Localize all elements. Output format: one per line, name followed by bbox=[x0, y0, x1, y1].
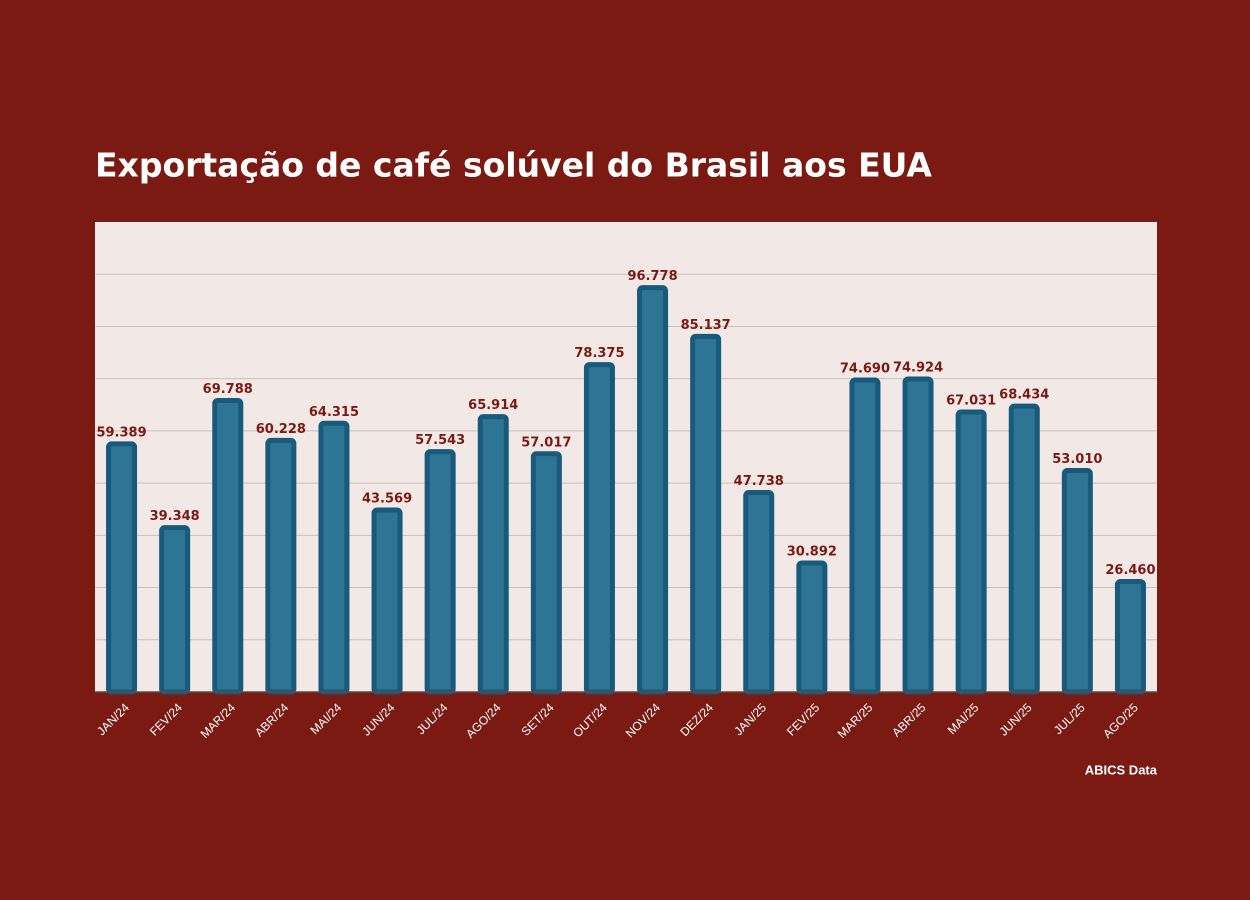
bar bbox=[955, 409, 987, 695]
value-label: 69.788 bbox=[203, 382, 253, 397]
bar bbox=[902, 376, 934, 695]
bar bbox=[1061, 468, 1093, 695]
bar bbox=[530, 451, 562, 695]
value-label: 74.924 bbox=[893, 360, 943, 375]
value-label: 68.434 bbox=[999, 388, 1049, 403]
value-label: 65.914 bbox=[468, 398, 518, 413]
value-label: 57.543 bbox=[415, 433, 465, 448]
bar bbox=[371, 507, 403, 695]
value-label: 59.389 bbox=[96, 425, 146, 440]
bar bbox=[424, 449, 456, 695]
value-label: 60.228 bbox=[256, 422, 306, 437]
chart-title: Exportação de café solúvel do Brasil aos… bbox=[95, 146, 932, 185]
plot-area bbox=[95, 222, 1157, 692]
value-label: 26.460 bbox=[1105, 563, 1155, 578]
value-label: 64.315 bbox=[309, 405, 359, 420]
bar bbox=[690, 333, 722, 695]
value-label: 47.738 bbox=[734, 474, 784, 489]
bar bbox=[265, 437, 297, 695]
bar bbox=[477, 414, 509, 695]
value-label: 85.137 bbox=[681, 318, 731, 333]
value-label: 53.010 bbox=[1052, 452, 1102, 467]
bar bbox=[743, 490, 775, 695]
value-label: 43.569 bbox=[362, 491, 412, 506]
bar bbox=[1008, 403, 1040, 695]
bar bbox=[637, 285, 669, 695]
value-label: 78.375 bbox=[574, 346, 624, 361]
bar bbox=[583, 362, 615, 695]
bar bbox=[159, 525, 191, 695]
bar bbox=[849, 377, 881, 695]
bar bbox=[1114, 578, 1146, 695]
source: ABICS Data bbox=[1085, 762, 1158, 777]
value-label: 96.778 bbox=[627, 269, 677, 284]
bar bbox=[106, 441, 138, 695]
value-label: 67.031 bbox=[946, 393, 996, 408]
bar bbox=[212, 397, 244, 695]
value-label: 39.348 bbox=[150, 509, 200, 524]
value-label: 30.892 bbox=[787, 544, 837, 559]
value-label: 74.690 bbox=[840, 361, 890, 376]
bar bbox=[318, 420, 350, 695]
bar bbox=[796, 560, 828, 695]
value-label: 57.017 bbox=[521, 435, 571, 450]
